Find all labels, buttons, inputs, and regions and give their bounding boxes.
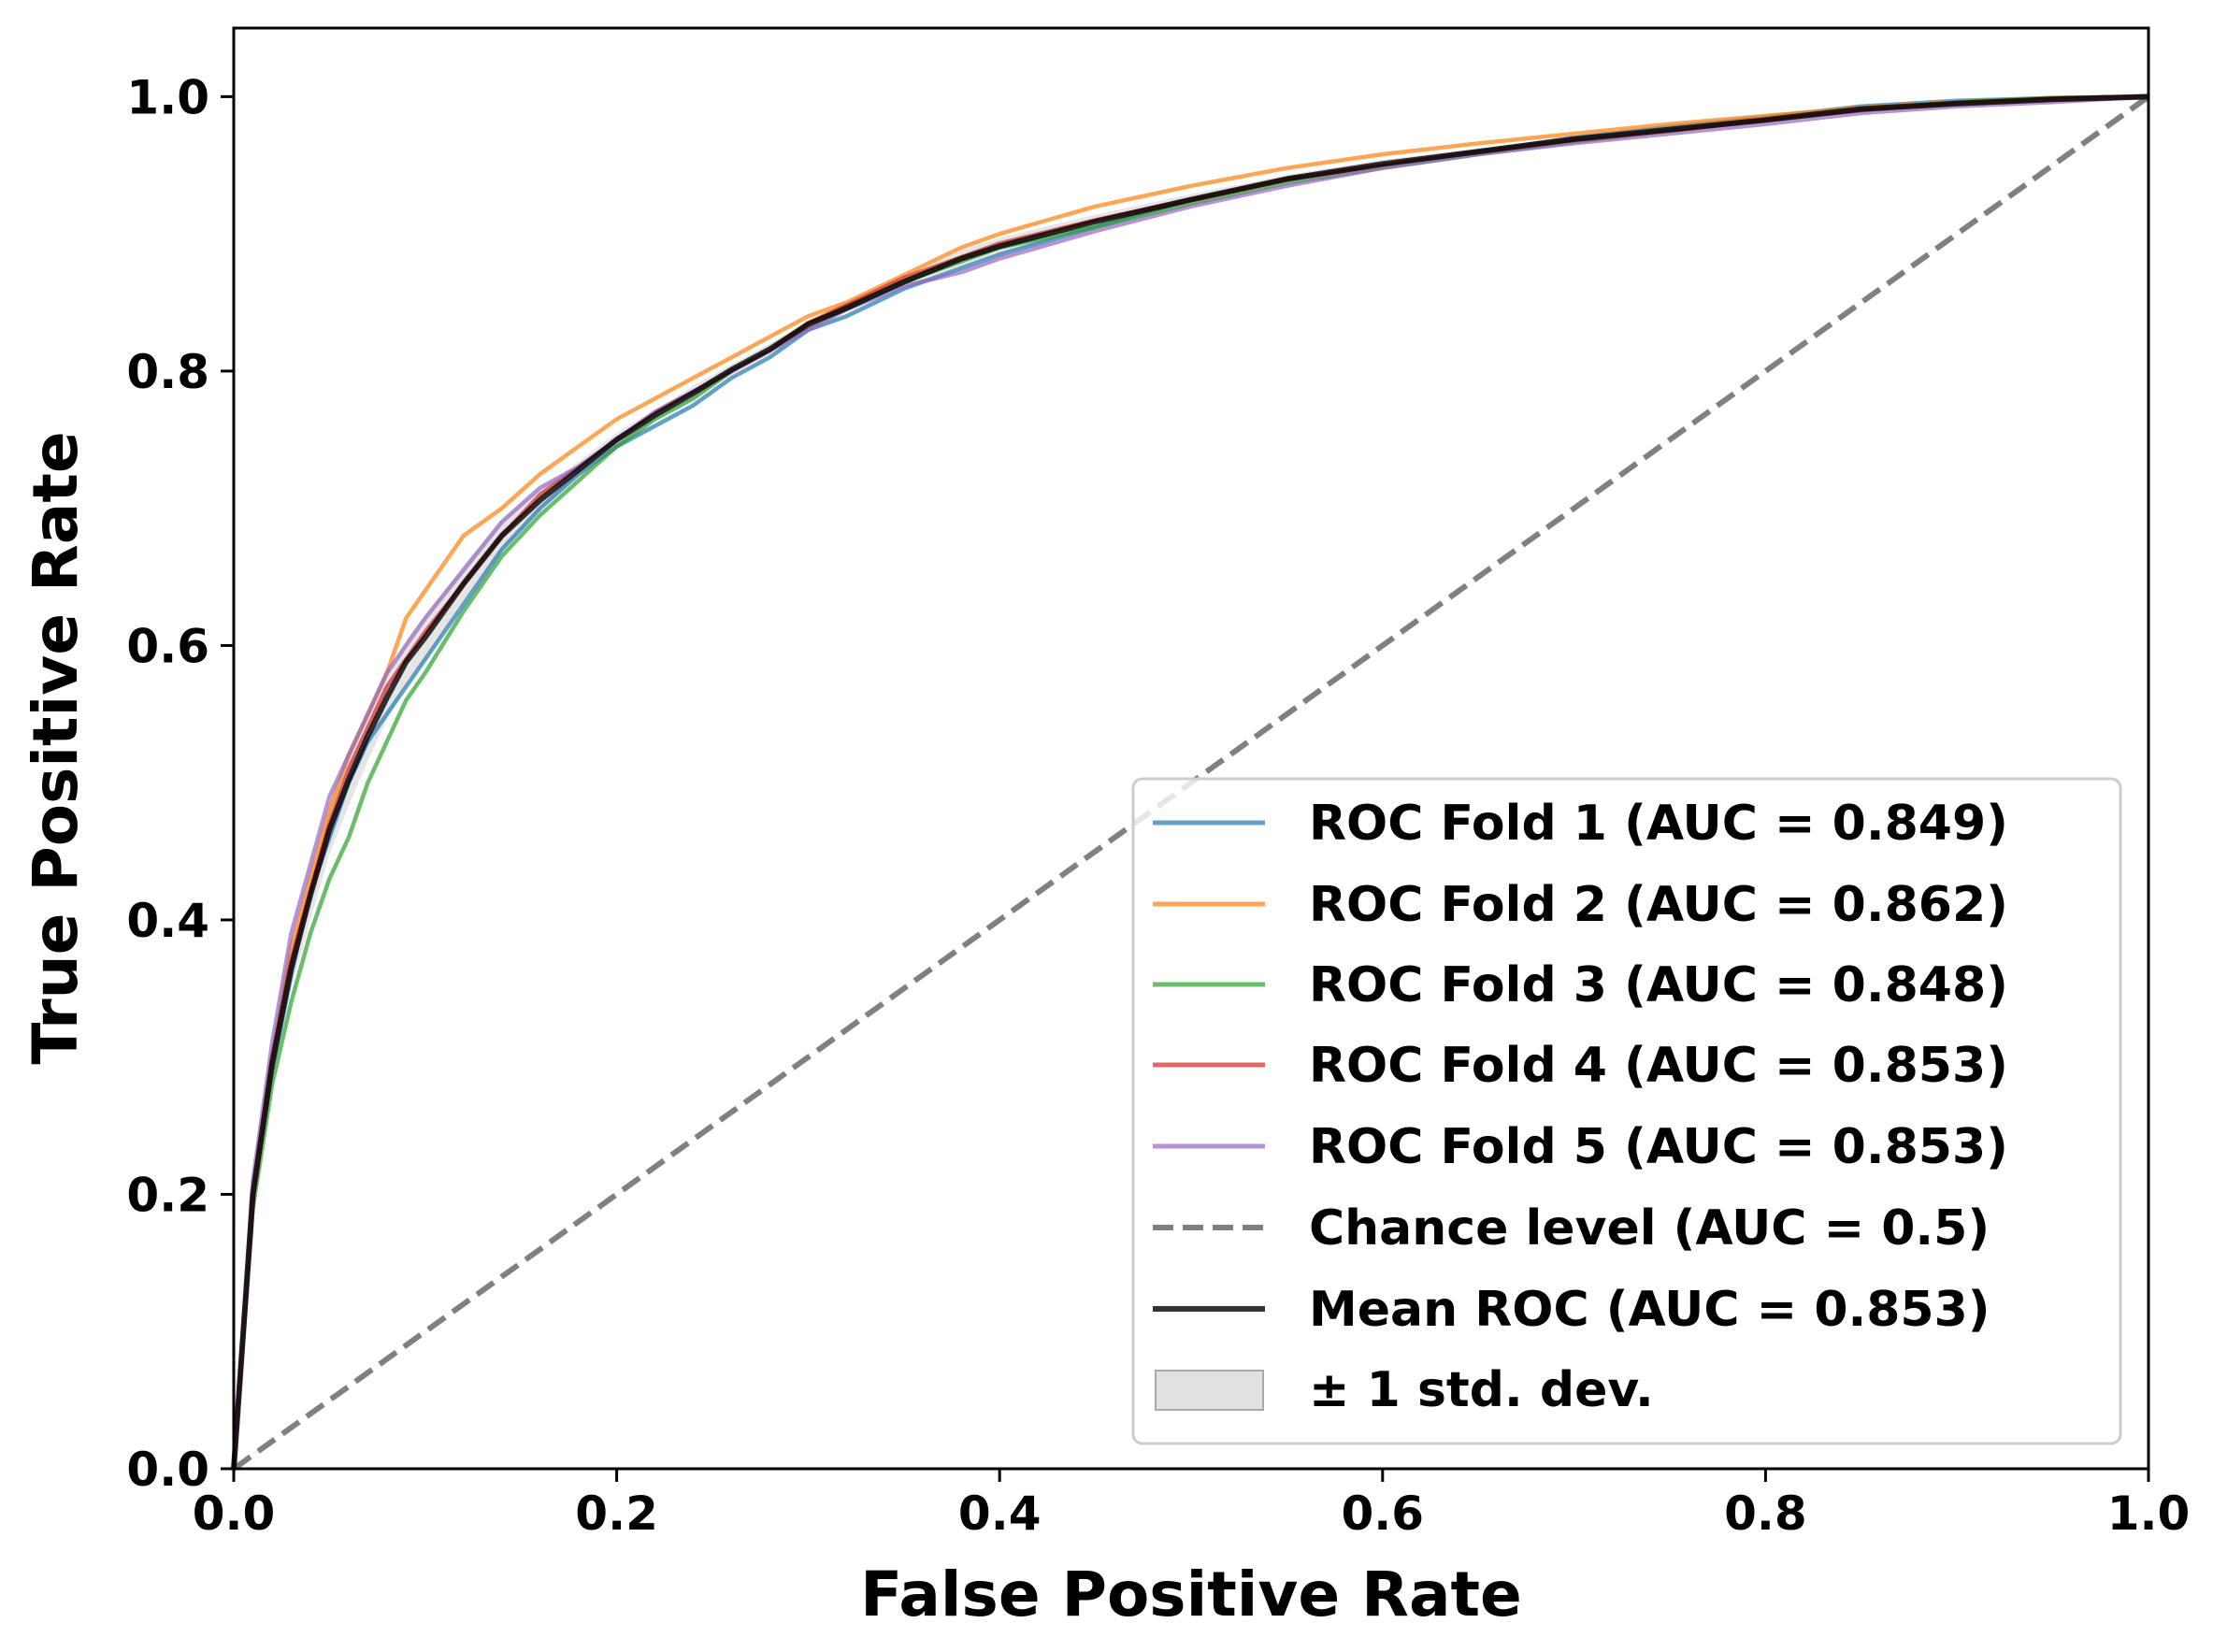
y-tick-label: 0.8 bbox=[126, 345, 209, 399]
x-tick-label: 0.0 bbox=[193, 1487, 276, 1541]
axis-ticks: 0.0 0.2 0.4 0.6 0.8 1.0 0.0 0.2 0.4 0.6 0.8 1.0 bbox=[126, 70, 2190, 1541]
legend-label-std: ± 1 std. dev. bbox=[1309, 1362, 1654, 1418]
x-tick-label: 0.6 bbox=[1342, 1487, 1425, 1541]
legend-label-mean: Mean ROC (AUC = 0.853) bbox=[1309, 1282, 1990, 1338]
x-tick-label: 0.2 bbox=[575, 1487, 658, 1541]
legend-box bbox=[1131, 777, 2122, 1445]
legend-label-fold-1: ROC Fold 1 (AUC = 0.849) bbox=[1309, 796, 2008, 852]
mean-roc-line bbox=[231, 93, 2149, 1470]
y-tick-label: 0.4 bbox=[126, 894, 209, 948]
x-axis-title: False Positive Rate bbox=[860, 1559, 1522, 1630]
legend-swatch-std bbox=[1155, 1370, 1264, 1411]
legend-label-fold-5: ROC Fold 5 (AUC = 0.853) bbox=[1309, 1119, 2008, 1175]
x-tick-label: 0.8 bbox=[1724, 1487, 1807, 1541]
y-axis-title: True Positive Rate bbox=[20, 431, 92, 1064]
legend-label-fold-2: ROC Fold 2 (AUC = 0.862) bbox=[1309, 877, 2008, 933]
legend: ROC Fold 1 (AUC = 0.849) ROC Fold 2 (AUC… bbox=[1131, 777, 2122, 1445]
y-tick-label: 0.2 bbox=[126, 1168, 209, 1222]
y-tick-label: 0.6 bbox=[126, 619, 209, 673]
legend-label-fold-3: ROC Fold 3 (AUC = 0.848) bbox=[1309, 957, 2008, 1013]
axes-frame bbox=[232, 26, 2150, 1471]
x-tick-label: 1.0 bbox=[2107, 1487, 2191, 1541]
y-tick-label: 0.0 bbox=[126, 1443, 209, 1497]
legend-label-fold-4: ROC Fold 4 (AUC = 0.853) bbox=[1309, 1038, 2008, 1094]
x-tick-label: 0.4 bbox=[958, 1487, 1042, 1541]
y-tick-label: 1.0 bbox=[126, 70, 209, 124]
legend-label-chance: Chance level (AUC = 0.5) bbox=[1309, 1200, 1990, 1257]
